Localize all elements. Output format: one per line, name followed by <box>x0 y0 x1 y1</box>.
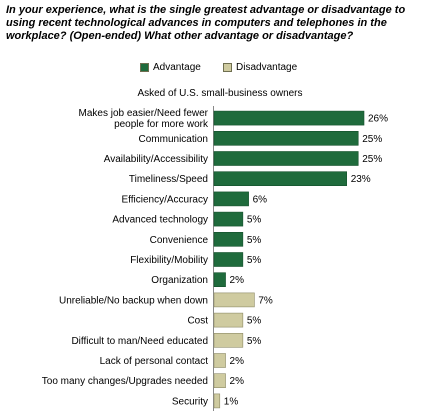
bar-disadvantage <box>213 373 226 389</box>
bar-advantage <box>213 110 365 126</box>
legend-swatch-advantage <box>140 63 149 72</box>
legend-swatch-disadvantage <box>223 63 232 72</box>
chart-title: In your experience, what is the single g… <box>6 4 406 42</box>
bar-disadvantage <box>213 292 255 308</box>
bar-advantage <box>213 252 244 267</box>
value-label: 5% <box>247 255 262 266</box>
value-label: 5% <box>247 235 262 246</box>
category-label: Cost <box>187 316 208 327</box>
chart-subtitle: Asked of U.S. small-business owners <box>137 88 303 99</box>
value-label: 5% <box>247 215 262 226</box>
category-label: Difficult to man/Need educated <box>71 336 208 347</box>
category-label: Security <box>172 396 208 407</box>
bar-advantage <box>213 131 359 146</box>
category-label: Organization <box>151 275 208 286</box>
category-label: Timeliness/Speed <box>129 174 208 185</box>
value-label: 1% <box>224 396 239 407</box>
value-label: 25% <box>362 154 382 165</box>
value-label: 6% <box>253 194 268 205</box>
bar-advantage <box>213 191 249 207</box>
value-label: 25% <box>362 134 382 145</box>
bar-disadvantage <box>213 332 244 348</box>
bar-advantage <box>213 232 244 247</box>
category-label: Advanced technology <box>112 215 208 226</box>
value-label: 5% <box>247 336 262 347</box>
category-label: Too many changes/Upgrades needed <box>42 376 208 387</box>
bar-disadvantage <box>213 312 244 328</box>
legend-label-advantage: Advantage <box>153 62 201 73</box>
bar-advantage <box>213 151 359 166</box>
bar-advantage <box>213 211 244 227</box>
value-label: 2% <box>230 275 245 286</box>
value-label: 26% <box>368 114 388 125</box>
value-label: 23% <box>351 174 371 185</box>
category-label: Efficiency/Accuracy <box>121 194 208 205</box>
value-label: 2% <box>230 356 245 367</box>
category-label: Makes job easier/Need fewer <box>78 108 208 119</box>
category-label: Communication <box>139 134 208 145</box>
category-label: Flexibility/Mobility <box>130 255 208 266</box>
legend-label-disadvantage: Disadvantage <box>236 62 298 73</box>
bar-disadvantage <box>213 393 221 409</box>
value-label: 2% <box>230 376 245 387</box>
category-label: Availability/Accessibility <box>104 154 208 165</box>
value-label: 7% <box>258 295 273 306</box>
bar-advantage <box>213 272 226 288</box>
value-label: 5% <box>247 316 262 327</box>
category-label: Lack of personal contact <box>100 356 209 367</box>
category-label: people for more work <box>114 119 209 130</box>
category-label: Convenience <box>150 235 209 246</box>
category-label: Unreliable/No backup when down <box>59 295 208 306</box>
bar-disadvantage <box>213 353 226 368</box>
bar-advantage <box>213 171 347 186</box>
